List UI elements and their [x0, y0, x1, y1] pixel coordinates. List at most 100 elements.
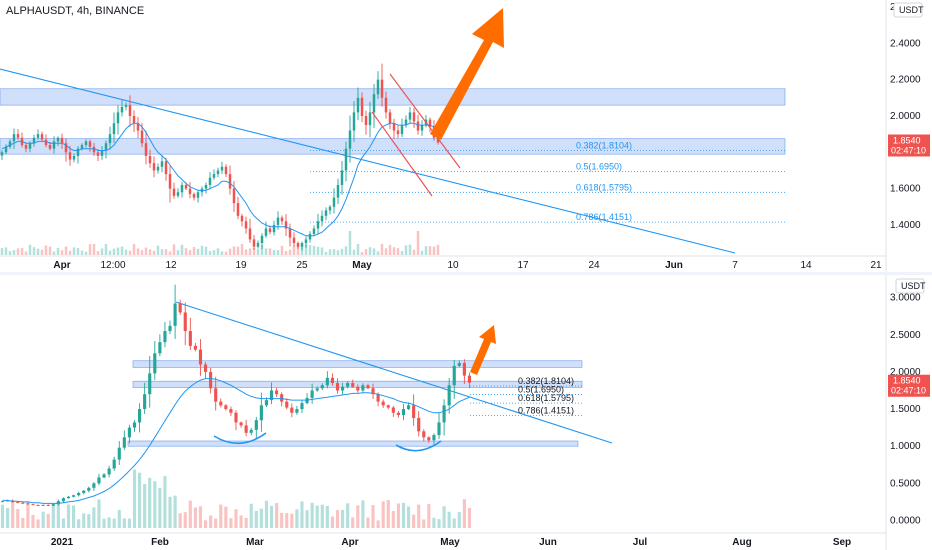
bot-candle-body — [401, 409, 406, 415]
bot-fib-label: 0.786(1.4151) — [518, 405, 574, 415]
bot-volume-bar — [315, 505, 319, 528]
top-volume-bar — [140, 250, 144, 255]
bot-candle-body — [315, 388, 319, 391]
top-candle-body — [308, 233, 312, 240]
bottom-volume-bars — [0, 469, 472, 528]
top-volume-bar — [76, 248, 80, 255]
bot-volume-bar — [437, 519, 441, 528]
bot-candle-body — [249, 429, 253, 433]
top-volume-bar — [4, 247, 8, 255]
top-volume-bar — [216, 248, 220, 255]
bottom-price-badge: 1.8540 02:47:10 — [888, 374, 930, 397]
top-candle-body — [420, 125, 424, 131]
bot-volume-bar — [77, 519, 81, 528]
top-candle-body — [112, 123, 116, 135]
top-candle-body — [392, 123, 396, 131]
bot-volume-bar — [264, 500, 269, 528]
top-candles — [0, 63, 440, 251]
bot-volume-bar — [234, 509, 238, 528]
top-candle-body — [280, 217, 284, 222]
top-candle-body — [264, 228, 268, 236]
bot-candle-body — [214, 388, 218, 402]
top-candle-body — [76, 148, 80, 156]
bot-candle-body — [178, 303, 182, 313]
top-volume-bar — [232, 246, 236, 255]
bot-volume-bar — [259, 508, 263, 528]
top-candle-body — [312, 228, 316, 234]
bot-time-tick: Jul — [633, 537, 648, 548]
bot-volume-bar — [275, 503, 279, 528]
top-candle-body — [252, 239, 256, 247]
top-candle-body — [108, 134, 112, 144]
bot-volume-bar — [406, 506, 411, 528]
bot-volume-bar — [214, 518, 218, 528]
top-volume-bar — [148, 249, 152, 255]
bot-volume-bar — [427, 504, 431, 528]
top-volume-bar — [84, 251, 88, 255]
bot-volume-bar — [224, 506, 228, 528]
top-candle-body — [404, 119, 408, 126]
top-candle-body — [296, 243, 300, 247]
top-candle-body — [192, 194, 196, 198]
bot-candle-body — [92, 483, 96, 488]
bot-volume-bar — [285, 513, 289, 528]
bot-candle-body — [290, 407, 294, 413]
bot-candle-body — [396, 412, 400, 415]
bot-candle-body — [346, 383, 350, 387]
top-candle-body — [152, 163, 156, 171]
pane-separator[interactable] — [0, 272, 932, 275]
bot-candle-body — [325, 377, 329, 386]
top-candle-body — [204, 184, 208, 189]
bot-candle-body — [163, 331, 167, 343]
top-volume-bar — [236, 246, 240, 255]
top-volume-bar — [116, 247, 120, 255]
bot-price-tick: 2.5000 — [890, 330, 921, 341]
bot-time-tick: Sep — [833, 537, 851, 548]
bot-candle-body — [102, 474, 106, 478]
bot-volume-bar — [341, 509, 345, 528]
top-candle-body — [300, 243, 304, 247]
top-volume-bar — [144, 247, 148, 255]
bot-candle-body — [219, 401, 223, 406]
bot-candle-body — [51, 504, 55, 506]
bot-volume-bar — [239, 515, 243, 528]
bot-volume-bar — [132, 469, 137, 528]
top-volume-bar — [244, 249, 248, 255]
top-fib-label: 0.618(1.5795) — [576, 182, 632, 192]
bot-volume-bar — [422, 519, 426, 528]
bot-volume-bar — [153, 481, 157, 528]
bot-volume-bar — [351, 517, 355, 528]
bot-ma-line — [2, 378, 470, 504]
top-currency-unit-box[interactable]: USDT — [893, 2, 924, 18]
bot-candle-body — [153, 353, 157, 374]
bot-candle-body — [320, 385, 324, 389]
bot-candle-body — [341, 386, 345, 391]
bot-price-tick: 1.0000 — [890, 441, 921, 452]
bot-volume-bar — [386, 500, 390, 528]
top-volume-bar — [376, 251, 380, 255]
left-bottom-arc — [213, 432, 267, 445]
top-volume-bar — [408, 244, 412, 255]
top-volume-bar — [196, 248, 200, 255]
top-volume-bar — [132, 243, 136, 255]
wedge-upper-line — [389, 73, 461, 169]
bot-volume-bar — [447, 511, 451, 528]
top-candle-body — [212, 174, 216, 178]
top-breakout-arrow-icon — [430, 8, 504, 140]
bot-candle-body — [97, 477, 101, 484]
bot-volume-bar — [432, 517, 436, 528]
top-volume-bar — [72, 247, 76, 255]
bot-volume-bar — [203, 520, 208, 528]
bot-volume-bar — [442, 506, 446, 528]
bot-candle-body — [412, 405, 416, 418]
bot-candle-body — [107, 468, 111, 475]
right-bottom-arc — [395, 440, 442, 452]
top-volume-bar — [104, 244, 108, 255]
top-candle-body — [396, 130, 400, 135]
top-volume-bar — [356, 244, 360, 255]
bot-volume-bar — [376, 520, 380, 528]
top-volume-bar — [96, 251, 100, 255]
top-candle-body — [372, 94, 376, 113]
top-volume-bar — [56, 247, 60, 255]
bottom-currency-unit-box[interactable]: USDT — [895, 278, 926, 294]
